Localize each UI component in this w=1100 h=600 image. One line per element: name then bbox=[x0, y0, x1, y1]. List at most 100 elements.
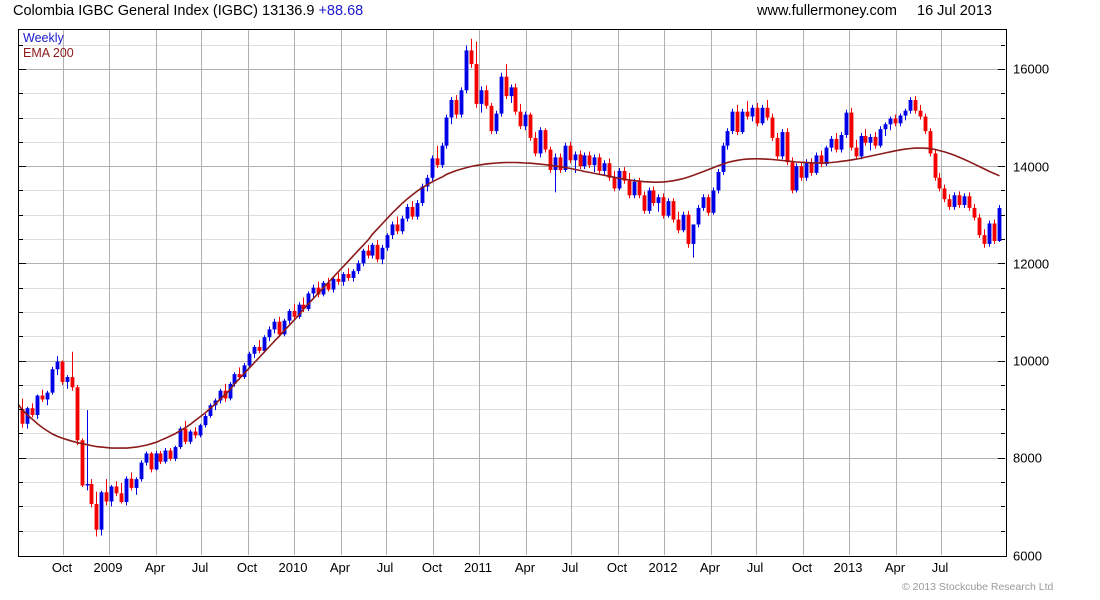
candle-body bbox=[326, 282, 331, 290]
candle-body bbox=[952, 195, 957, 207]
candle-body bbox=[676, 219, 681, 231]
candle-body bbox=[770, 117, 775, 138]
candle-body bbox=[518, 111, 523, 127]
candle-body bbox=[341, 274, 346, 282]
candle-body bbox=[568, 145, 573, 161]
candle-body bbox=[730, 111, 735, 132]
candle-body bbox=[168, 450, 173, 459]
candle-body bbox=[366, 250, 371, 256]
candle-body bbox=[400, 218, 405, 232]
candle-body bbox=[30, 408, 35, 415]
candle-body bbox=[277, 321, 282, 335]
candle-body bbox=[721, 145, 726, 172]
candle-body bbox=[992, 223, 997, 241]
candle-body bbox=[849, 112, 854, 148]
candle-body bbox=[198, 425, 203, 436]
candle-body bbox=[804, 162, 809, 178]
x-axis-tick-label: 2013 bbox=[833, 560, 863, 575]
candle-body bbox=[592, 157, 597, 166]
candle-body bbox=[873, 136, 878, 146]
candle-body bbox=[933, 153, 938, 178]
candle-body bbox=[489, 105, 494, 132]
candle-body bbox=[459, 90, 464, 115]
candle-body bbox=[444, 117, 449, 146]
candle-body bbox=[405, 206, 410, 219]
candle-body bbox=[819, 155, 824, 165]
candle-body bbox=[60, 361, 65, 382]
candle-body bbox=[380, 247, 385, 260]
x-axis-tick-label: 2011 bbox=[464, 560, 492, 575]
x-axis-tick-label: Oct bbox=[421, 560, 443, 575]
candle-body bbox=[247, 353, 252, 366]
candle-body bbox=[898, 115, 903, 124]
candle-body bbox=[35, 395, 40, 415]
candle-body bbox=[504, 76, 509, 97]
candle-body bbox=[454, 100, 459, 115]
candle-body bbox=[297, 304, 302, 317]
candle-body bbox=[124, 478, 129, 503]
copyright-notice: © 2013 Stockcube Research Ltd bbox=[902, 581, 1054, 593]
candle-body bbox=[440, 145, 445, 166]
candle-body bbox=[430, 158, 435, 178]
candle-body bbox=[844, 112, 849, 135]
candle-body bbox=[129, 478, 134, 488]
candle-body bbox=[252, 346, 257, 354]
candle-body bbox=[918, 110, 923, 117]
candle-body bbox=[523, 114, 528, 127]
x-axis-tick-label: Jul bbox=[376, 560, 394, 575]
candle-body bbox=[134, 479, 139, 488]
candle-body bbox=[94, 503, 99, 530]
candle-body bbox=[158, 453, 163, 462]
candle-body bbox=[272, 321, 277, 330]
gridlines-vertical bbox=[63, 30, 942, 555]
candlestick-chart bbox=[19, 30, 1005, 555]
candle-body bbox=[361, 250, 366, 264]
candle-body bbox=[85, 484, 90, 486]
candle-body bbox=[509, 87, 514, 97]
x-axis-tick-label: Apr bbox=[329, 560, 351, 575]
candle-body bbox=[903, 110, 908, 116]
candle-body bbox=[232, 374, 237, 384]
plot-area bbox=[18, 29, 1007, 557]
candle-body bbox=[449, 100, 454, 118]
candle-body bbox=[75, 387, 80, 441]
candle-body bbox=[494, 113, 499, 132]
x-axis-tick-label: 2010 bbox=[278, 560, 308, 575]
candle-body bbox=[711, 190, 716, 213]
candle-body bbox=[937, 177, 942, 189]
candle-body bbox=[725, 131, 730, 146]
y-axis-tick-label: 12000 bbox=[1013, 256, 1050, 272]
candle-body bbox=[947, 199, 952, 207]
y-axis-tick-label: 6000 bbox=[1013, 548, 1042, 563]
candle-body bbox=[637, 181, 642, 196]
candle-body bbox=[883, 124, 888, 130]
candle-body bbox=[799, 166, 804, 178]
candle-body bbox=[775, 137, 780, 157]
candle-body bbox=[597, 157, 602, 171]
candle-body bbox=[109, 486, 114, 502]
candle-body bbox=[267, 329, 272, 338]
candle-body bbox=[740, 111, 745, 133]
candle-body bbox=[89, 484, 94, 504]
candle-body bbox=[923, 116, 928, 132]
price-change: +88.68 bbox=[318, 3, 364, 19]
candle-body bbox=[208, 405, 213, 416]
candle-body bbox=[70, 377, 75, 388]
website-label: www.fullermoney.com bbox=[757, 3, 897, 19]
candle-body bbox=[612, 177, 617, 189]
candle-body bbox=[982, 235, 987, 244]
candle-body bbox=[311, 287, 316, 294]
candle-body bbox=[745, 111, 750, 117]
candle-body bbox=[479, 90, 484, 104]
candle-body bbox=[868, 136, 873, 143]
candle-body bbox=[863, 135, 868, 143]
candle-body bbox=[65, 377, 70, 382]
candle-body bbox=[287, 310, 292, 321]
candle-body bbox=[972, 207, 977, 218]
candle-body bbox=[760, 107, 765, 124]
candle-body bbox=[301, 304, 306, 310]
candle-body bbox=[420, 186, 425, 204]
candle-body bbox=[306, 293, 311, 310]
candle-body bbox=[193, 431, 198, 436]
ema200-line bbox=[19, 147, 1000, 449]
